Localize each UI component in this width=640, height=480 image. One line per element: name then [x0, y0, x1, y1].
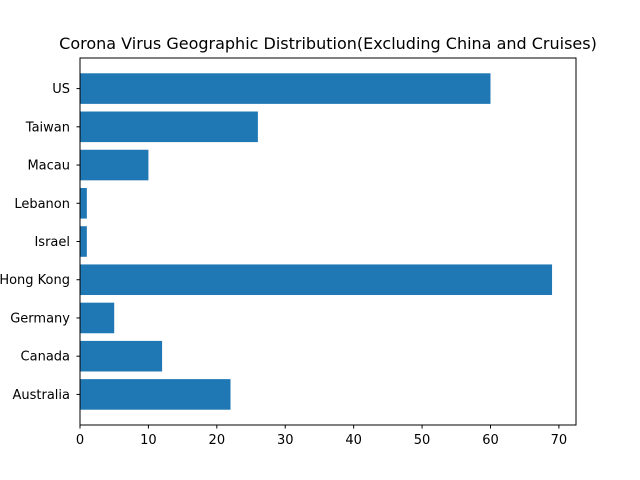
x-tick-label-0: 0 [76, 433, 84, 448]
y-tick-label-us: US [52, 82, 70, 97]
chart-title: Corona Virus Geographic Distribution(Exc… [59, 34, 597, 53]
y-tick-label-germany: Germany [10, 311, 70, 326]
bar-lebanon [80, 187, 87, 219]
y-tick-label-hong-kong: Hong Kong [0, 273, 70, 288]
x-tick-label-10: 10 [140, 433, 157, 448]
x-tick-label-70: 70 [551, 433, 568, 448]
y-tick-label-israel: Israel [34, 235, 70, 250]
x-tick-label-30: 30 [277, 433, 294, 448]
x-tick-label-60: 60 [482, 433, 499, 448]
bars-group [80, 73, 553, 410]
y-tick-label-australia: Australia [12, 388, 70, 403]
bar-israel [80, 226, 87, 257]
bar-taiwan [80, 111, 258, 143]
y-tick-label-lebanon: Lebanon [14, 197, 70, 212]
y-tick-label-taiwan: Taiwan [25, 120, 70, 135]
bar-australia [80, 379, 231, 410]
bar-germany [80, 302, 115, 334]
x-tick-label-20: 20 [209, 433, 226, 448]
x-tick-label-40: 40 [345, 433, 362, 448]
x-axis: 0 10 20 30 40 50 60 70 [76, 425, 567, 448]
y-axis: Australia Canada Germany Hong Kong Israel Leb… [0, 82, 80, 403]
y-tick-label-canada: Canada [21, 350, 70, 365]
y-tick-label-macau: Macau [27, 159, 70, 174]
bar-hong-kong [80, 264, 553, 296]
x-tick-label-50: 50 [414, 433, 431, 448]
bar-us [80, 73, 491, 104]
bar-macau [80, 149, 149, 181]
bar-canada [80, 340, 163, 372]
